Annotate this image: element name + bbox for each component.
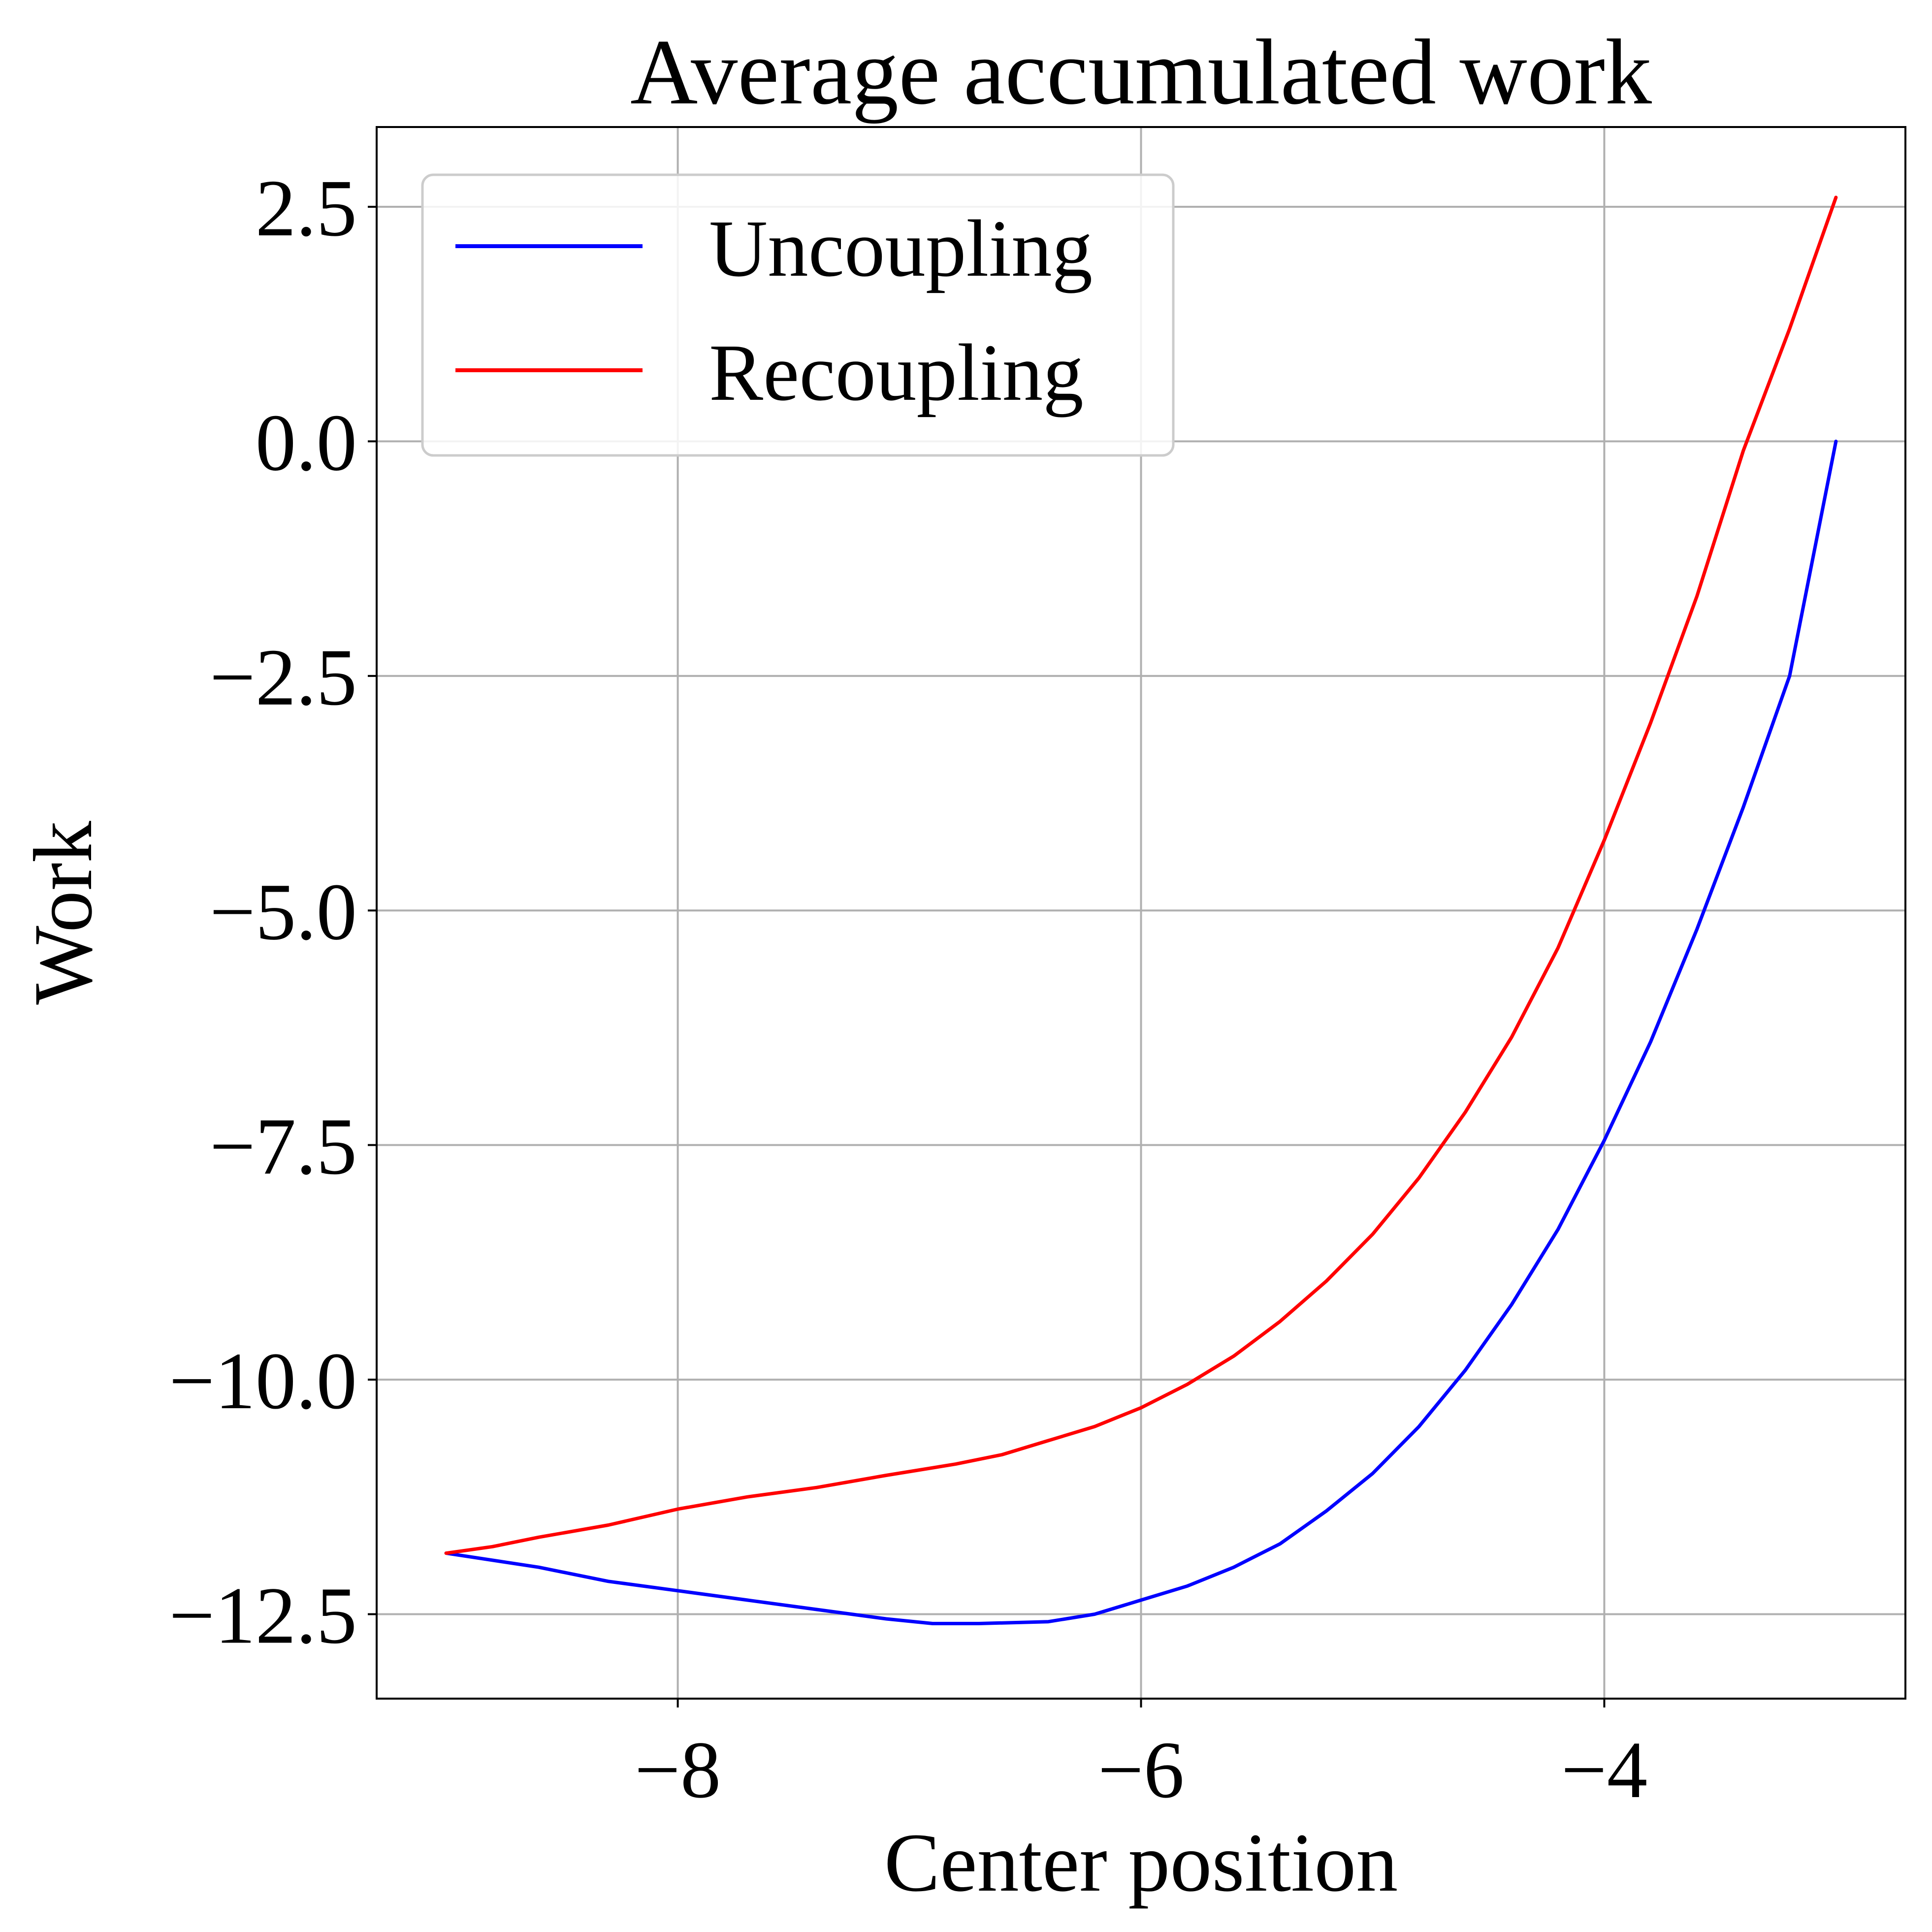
series-line-uncoupling	[444, 439, 1838, 1625]
y-tick-label: 0.0	[256, 397, 357, 487]
y-tick-label: −2.5	[210, 632, 357, 722]
series-layer	[444, 195, 1838, 1625]
y-tick-label: −10.0	[169, 1336, 357, 1426]
y-tick-label: −5.0	[210, 867, 357, 957]
legend-label-recoupling: Recoupling	[709, 327, 1084, 418]
x-axis-label: Center position	[884, 1816, 1398, 1909]
grid	[377, 127, 1905, 1699]
legend: Uncoupling Recoupling	[421, 173, 1175, 457]
x-tick-label: −4	[1561, 1725, 1648, 1815]
x-tick-label: −6	[1098, 1725, 1185, 1815]
y-tick-label: −7.5	[210, 1101, 357, 1191]
series-line-recoupling	[444, 195, 1838, 1555]
y-axis-label: Work	[17, 821, 109, 1004]
y-tick-label: −12.5	[169, 1570, 357, 1660]
chart-title: Average accumulated work	[630, 21, 1652, 124]
ticks: −8 −6 −4 2.5 0.0 −2.5 −5.0 −7.5 −10.0 −12.5	[169, 163, 1647, 1815]
x-tick-label: −8	[635, 1725, 721, 1815]
y-tick-label: 2.5	[256, 163, 357, 253]
legend-label-uncoupling: Uncoupling	[709, 203, 1093, 293]
